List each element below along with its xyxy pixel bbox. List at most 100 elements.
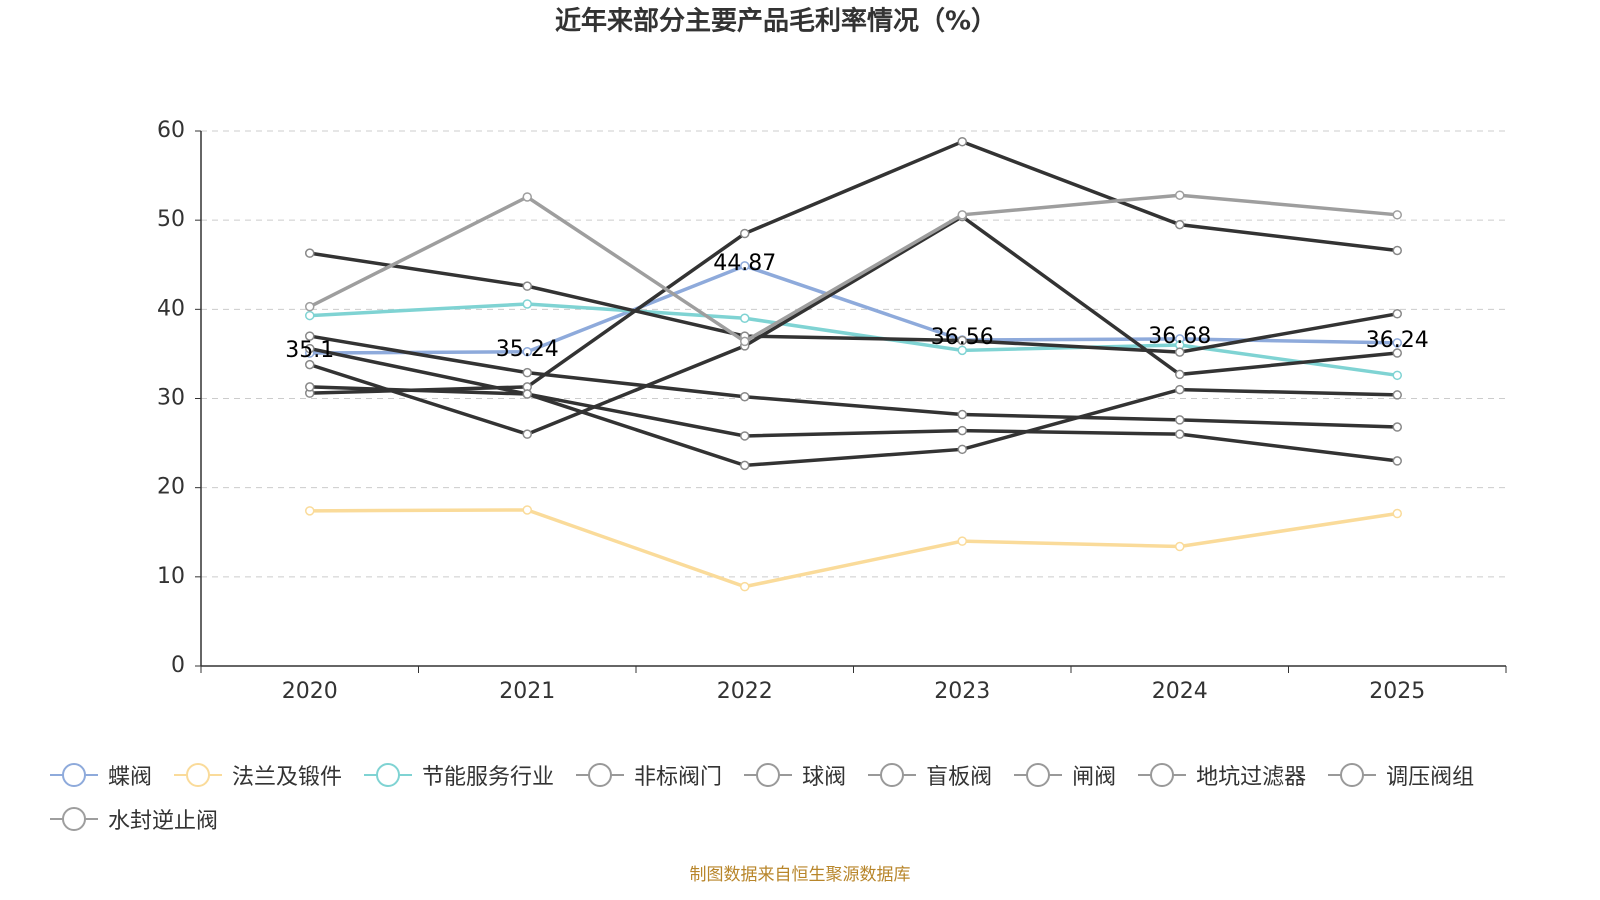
legend-icon-circle xyxy=(376,763,401,787)
legend-item[interactable]: 调压阀组 xyxy=(1328,757,1474,793)
series-line xyxy=(309,214,1398,437)
data-label: 35.1 xyxy=(285,338,334,363)
y-tick-label: 40 xyxy=(157,296,185,321)
legend-label: 地坑过滤器 xyxy=(1196,765,1307,790)
data-point xyxy=(1175,219,1185,230)
data-point xyxy=(522,192,532,202)
data-point xyxy=(1392,338,1402,348)
legend-item[interactable]: 球阀 xyxy=(744,757,846,793)
legend-label: 非标阀门 xyxy=(634,765,723,790)
legend-icon xyxy=(868,763,917,787)
x-tick-label: 2025 xyxy=(1369,679,1425,704)
series-line xyxy=(308,193,1398,344)
data-point xyxy=(1392,348,1402,358)
data-point xyxy=(957,335,967,346)
legend-item[interactable]: 水封逆止阀 xyxy=(50,801,218,837)
legend-icon-circle xyxy=(1340,763,1365,787)
series-line xyxy=(309,334,1398,429)
data-point xyxy=(957,136,967,147)
data-label: 36.68 xyxy=(1148,324,1211,349)
data-label: 36.56 xyxy=(931,325,994,350)
legend-icon xyxy=(1328,763,1377,787)
legend-item[interactable]: 蝶阀 xyxy=(50,757,152,793)
data-point xyxy=(740,391,750,402)
data-point xyxy=(305,331,315,341)
data-point xyxy=(522,389,532,399)
y-tick-label: 10 xyxy=(157,564,185,589)
x-tick-label: 2020 xyxy=(282,679,338,704)
data-point xyxy=(1392,309,1402,319)
series-line xyxy=(309,264,1398,355)
data-point xyxy=(1392,390,1402,400)
series-line xyxy=(309,385,1398,468)
data-point xyxy=(305,248,315,258)
data-point xyxy=(522,505,532,515)
data-point xyxy=(305,382,315,392)
data-point xyxy=(1392,210,1402,220)
data-point xyxy=(522,429,532,439)
data-point xyxy=(305,310,315,321)
data-point xyxy=(740,313,750,323)
data-point xyxy=(740,336,750,347)
y-tick-label: 0 xyxy=(171,653,185,678)
data-label: 35.24 xyxy=(496,337,559,362)
source-note: 制图数据来自恒生聚源数据库 xyxy=(689,865,911,885)
data-point xyxy=(740,261,750,271)
data-point xyxy=(1175,384,1185,395)
data-point xyxy=(305,359,315,370)
series-line xyxy=(309,346,1398,463)
data-point xyxy=(1175,369,1185,380)
data-point xyxy=(1392,508,1402,519)
data-point xyxy=(1175,429,1185,439)
legend-item[interactable]: 地坑过滤器 xyxy=(1138,757,1306,793)
data-point xyxy=(740,228,750,239)
data-point xyxy=(740,431,750,441)
data-point xyxy=(957,444,967,455)
data-point xyxy=(740,581,750,592)
data-point xyxy=(522,367,532,378)
legend-icon xyxy=(174,763,223,787)
data-point xyxy=(1392,370,1402,381)
series-line xyxy=(309,508,1398,589)
x-tick-label: 2024 xyxy=(1152,679,1208,704)
legend-item[interactable]: 盲板阀 xyxy=(868,757,992,793)
legend-label: 法兰及锻件 xyxy=(232,765,343,790)
x-tick-label: 2023 xyxy=(934,679,990,704)
x-tick-label: 2021 xyxy=(499,679,555,704)
legend-label: 调压阀组 xyxy=(1386,765,1475,790)
data-label: 36.24 xyxy=(1366,328,1429,353)
data-point xyxy=(957,425,967,436)
legend-icon-circle xyxy=(880,763,905,787)
legend-icon xyxy=(1014,763,1063,787)
data-point xyxy=(957,409,967,420)
legend-icon-circle xyxy=(1150,763,1175,787)
legend-icon xyxy=(364,763,413,787)
y-tick-label: 30 xyxy=(157,386,185,411)
legend-icon-circle xyxy=(1026,763,1051,787)
series-line xyxy=(309,302,1398,378)
data-point xyxy=(1392,456,1402,466)
legend-icon xyxy=(50,763,98,787)
data-point xyxy=(957,210,967,220)
data-point xyxy=(305,343,315,354)
legend-icon xyxy=(1138,763,1187,787)
series-line xyxy=(309,251,1398,354)
legend-label: 闸阀 xyxy=(1072,765,1117,790)
legend-icon-circle xyxy=(756,763,781,787)
chart: 近年来部分主要产品毛利率情况（%） 0 10 20 30 40 50 60 2020 2021 2… xyxy=(157,6,1507,704)
legend-icon xyxy=(744,763,793,787)
legend-item[interactable]: 非标阀门 xyxy=(576,757,722,793)
legend-item[interactable]: 法兰及锻件 xyxy=(174,757,342,793)
legend-icon-circle xyxy=(186,763,211,787)
y-tick-label: 20 xyxy=(157,475,185,500)
legend-icon xyxy=(576,763,625,787)
data-point xyxy=(1175,541,1185,552)
legend-item[interactable]: 节能服务行业 xyxy=(364,757,554,793)
legend-item[interactable]: 闸阀 xyxy=(1014,757,1116,793)
legend-label: 水封逆止阀 xyxy=(108,809,219,834)
legend-label: 盲板阀 xyxy=(926,765,993,790)
data-point xyxy=(957,536,967,546)
chart-title: 近年来部分主要产品毛利率情况（%） xyxy=(555,6,997,37)
data-point xyxy=(740,460,750,471)
legend-icon xyxy=(50,807,98,831)
